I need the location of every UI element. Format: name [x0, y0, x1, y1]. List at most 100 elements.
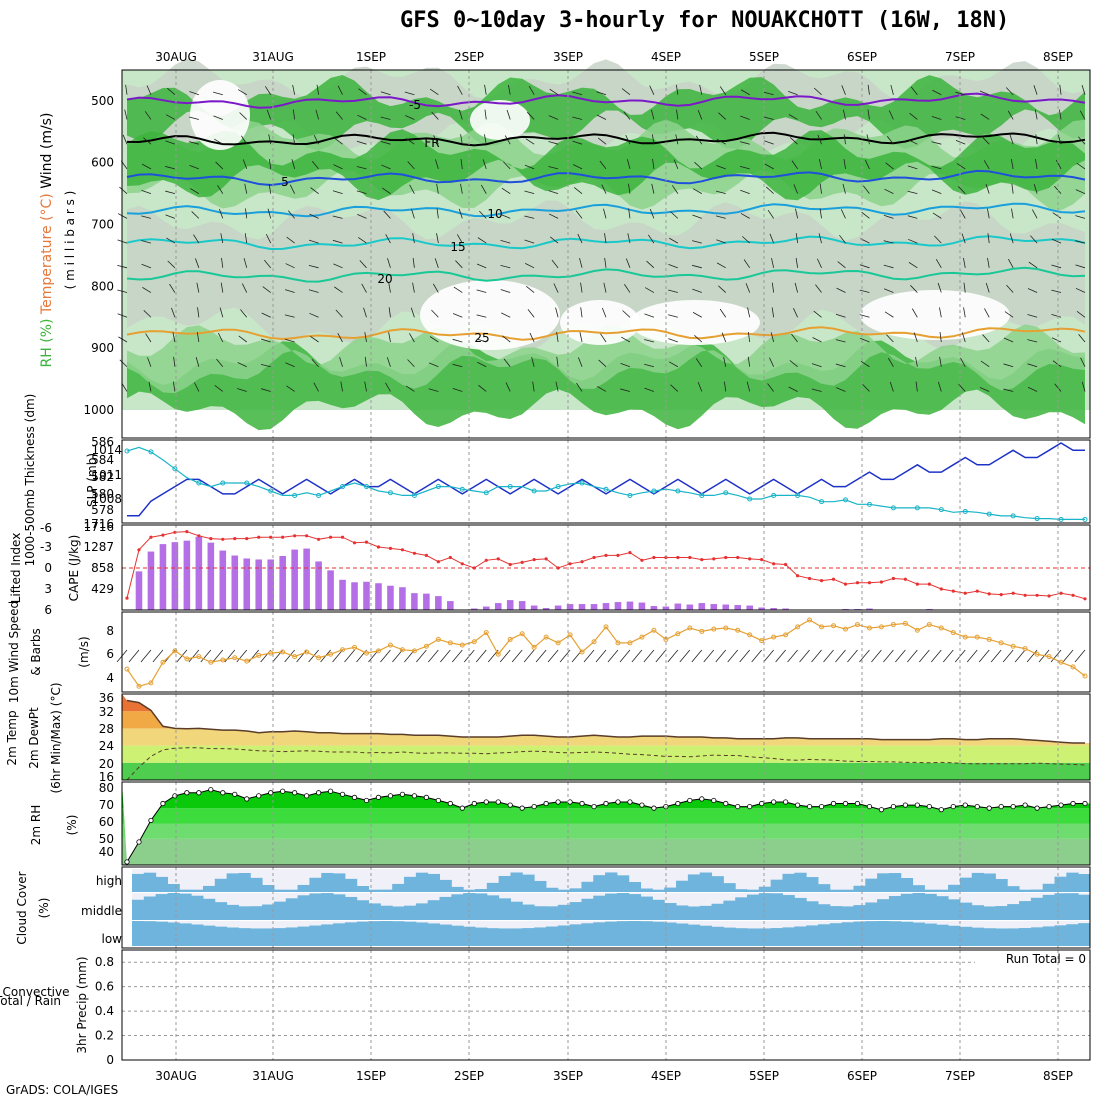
wind-barb: [771, 282, 775, 293]
rh-shading-band-3: [127, 129, 1085, 201]
temperature-contour-25: [126, 326, 1086, 341]
cloud-cover-bar: [841, 889, 854, 892]
rh2m-point: [339, 791, 346, 797]
wind-barb: [963, 307, 966, 318]
lifted-index-point: [496, 557, 500, 561]
cloud-cover-bar: [924, 893, 937, 920]
wind-barb: [549, 88, 559, 96]
wind-barb: [333, 263, 343, 269]
wind10m-barb: [535, 649, 547, 663]
cloud-cover-bar: [415, 922, 429, 946]
wind-barb: [332, 215, 343, 219]
wind-barb: [219, 307, 224, 318]
cloud-cover-bar: [498, 875, 511, 892]
cloud-cover-bar: [924, 923, 937, 946]
wind10m-point: [807, 617, 813, 623]
wind-barb: [194, 382, 200, 392]
cloud-cover-bar: [1078, 923, 1091, 946]
wind10m-point: [1070, 664, 1076, 670]
wind-barb: [385, 382, 391, 392]
rh2m-point: [375, 794, 382, 800]
temp-mask: [122, 694, 1090, 743]
wind10m-barb: [835, 649, 846, 663]
wind10m-barb: [152, 649, 164, 663]
lifted-index-tick-3: 3: [44, 582, 52, 596]
run-total-box: [975, 951, 1089, 967]
wind-barb: [387, 258, 391, 268]
wind-barb: [939, 356, 942, 367]
wind-barb: [1027, 288, 1038, 293]
cape-tick-429: 429: [91, 582, 114, 596]
bottom-date-label-7SEP: 7SEP: [945, 1069, 975, 1083]
wind10m-point: [220, 657, 226, 663]
wind-barb: [931, 116, 942, 120]
wind-barb: [452, 313, 463, 318]
rh2m-point: [1022, 802, 1028, 808]
wind-barb: [788, 114, 798, 120]
wind-barb: [765, 186, 774, 194]
cloud-cover-bar: [593, 895, 606, 920]
wind-barb: [388, 282, 391, 293]
cloud-cover-bar: [877, 921, 890, 946]
bottom-date-label-1SEP: 1SEP: [356, 1069, 386, 1083]
cloud-cover-bar: [155, 921, 168, 946]
cloud-cover-bar: [155, 876, 168, 892]
wind-barb: [718, 112, 727, 120]
lifted-index-tick--6: -6: [40, 521, 52, 535]
rh2m-point: [711, 797, 717, 804]
cloud-cover-bar: [297, 926, 310, 946]
wind-barb: [811, 388, 822, 392]
wind-barb: [502, 335, 511, 343]
wind-barb: [261, 338, 271, 343]
wind-barb: [745, 283, 751, 293]
wind-barb: [551, 259, 559, 269]
top-date-label-7SEP: 7SEP: [945, 50, 975, 64]
temperature-label: Temperature (°C): [39, 189, 55, 315]
cloud-cover-bar: [652, 921, 665, 946]
wind-barb: [383, 210, 391, 219]
thickness-point: [819, 499, 825, 505]
lifted-index-point: [185, 530, 189, 534]
wind-barb: [623, 111, 631, 120]
cloud-cover-bar: [841, 922, 854, 946]
wind10m-point: [771, 634, 777, 640]
cloud-cover-bar: [167, 893, 180, 920]
wind-barb: [189, 116, 199, 120]
wind10m-point: [244, 658, 250, 664]
wind-barb: [747, 356, 751, 367]
cloud-cover-bar: [309, 877, 322, 892]
thickness-point: [364, 484, 369, 490]
rh2m-point: [447, 800, 453, 807]
cape-bar: [698, 603, 706, 610]
cloud-cover-bar: [581, 881, 594, 892]
wind-barb: [405, 385, 415, 392]
wind-barb: [1008, 258, 1014, 269]
lifted-index-point: [460, 562, 464, 566]
wind-barb: [189, 164, 199, 170]
wind-barb: [645, 287, 655, 293]
cape-bar: [758, 607, 765, 610]
wind-barb: [624, 284, 631, 293]
cloud-cover-bar: [202, 898, 216, 920]
wind-barb: [601, 184, 607, 194]
top-date-label-4SEP: 4SEP: [651, 50, 681, 64]
wind-barb: [1005, 87, 1014, 96]
wind-barb: [381, 187, 391, 194]
wind-barb: [484, 109, 487, 120]
cloud-cover-bar: [214, 902, 228, 920]
panel-background-slp: [122, 440, 1090, 523]
cloud-cover-bar: [380, 905, 393, 920]
rh2m-point: [399, 791, 406, 797]
wind-barb: [668, 338, 678, 343]
cloud-cover-bar: [1078, 894, 1091, 920]
wind-barb: [1035, 134, 1038, 145]
wind-barb: [1033, 85, 1038, 95]
wind-barb: [267, 208, 272, 219]
cape-bar: [195, 536, 203, 610]
rh2m-mask: [122, 782, 1090, 862]
cloud-cover-bar: [664, 903, 677, 920]
bottom-date-label-31AUG: 31AUG: [252, 1069, 294, 1083]
cloud-cover-bar: [817, 904, 831, 920]
wind-barb: [436, 208, 439, 219]
cloud-cover-bar: [1019, 889, 1032, 892]
